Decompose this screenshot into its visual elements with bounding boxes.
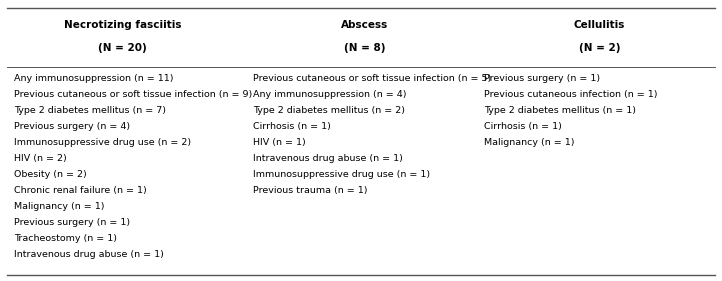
Text: Previous cutaneous infection (n = 1): Previous cutaneous infection (n = 1) — [484, 90, 657, 99]
Text: Type 2 diabetes mellitus (n = 7): Type 2 diabetes mellitus (n = 7) — [14, 106, 167, 115]
Text: Previous surgery (n = 1): Previous surgery (n = 1) — [484, 74, 600, 83]
Text: Type 2 diabetes mellitus (n = 1): Type 2 diabetes mellitus (n = 1) — [484, 106, 636, 115]
Text: Intravenous drug abuse (n = 1): Intravenous drug abuse (n = 1) — [253, 154, 403, 163]
Text: Type 2 diabetes mellitus (n = 2): Type 2 diabetes mellitus (n = 2) — [253, 106, 405, 115]
Text: Cirrhosis (n = 1): Cirrhosis (n = 1) — [484, 122, 562, 131]
Text: Tracheostomy (n = 1): Tracheostomy (n = 1) — [14, 234, 118, 243]
Text: (N = 8): (N = 8) — [344, 43, 386, 53]
Text: HIV (n = 1): HIV (n = 1) — [253, 138, 305, 147]
Text: Immunosuppressive drug use (n = 1): Immunosuppressive drug use (n = 1) — [253, 170, 430, 179]
Text: Necrotizing fasciitis: Necrotizing fasciitis — [64, 20, 181, 30]
Text: Chronic renal failure (n = 1): Chronic renal failure (n = 1) — [14, 186, 147, 195]
Text: Immunosuppressive drug use (n = 2): Immunosuppressive drug use (n = 2) — [14, 138, 191, 147]
Text: Cirrhosis (n = 1): Cirrhosis (n = 1) — [253, 122, 331, 131]
Text: HIV (n = 2): HIV (n = 2) — [14, 154, 67, 163]
Text: Previous cutaneous or soft tissue infection (n = 5): Previous cutaneous or soft tissue infect… — [253, 74, 491, 83]
Text: (N = 20): (N = 20) — [98, 43, 147, 53]
Text: Previous surgery (n = 1): Previous surgery (n = 1) — [14, 218, 131, 227]
Text: Abscess: Abscess — [341, 20, 388, 30]
Text: Previous trauma (n = 1): Previous trauma (n = 1) — [253, 186, 367, 195]
Text: Malignancy (n = 1): Malignancy (n = 1) — [14, 202, 105, 211]
Text: Previous cutaneous or soft tissue infection (n = 9): Previous cutaneous or soft tissue infect… — [14, 90, 253, 99]
Text: Cellulitis: Cellulitis — [573, 20, 625, 30]
Text: Any immunosuppression (n = 4): Any immunosuppression (n = 4) — [253, 90, 406, 99]
Text: Any immunosuppression (n = 11): Any immunosuppression (n = 11) — [14, 74, 174, 83]
Text: Previous surgery (n = 4): Previous surgery (n = 4) — [14, 122, 131, 131]
Text: Intravenous drug abuse (n = 1): Intravenous drug abuse (n = 1) — [14, 250, 165, 259]
Text: (N = 2): (N = 2) — [578, 43, 620, 53]
Text: Obesity (n = 2): Obesity (n = 2) — [14, 170, 87, 179]
Text: Malignancy (n = 1): Malignancy (n = 1) — [484, 138, 574, 147]
